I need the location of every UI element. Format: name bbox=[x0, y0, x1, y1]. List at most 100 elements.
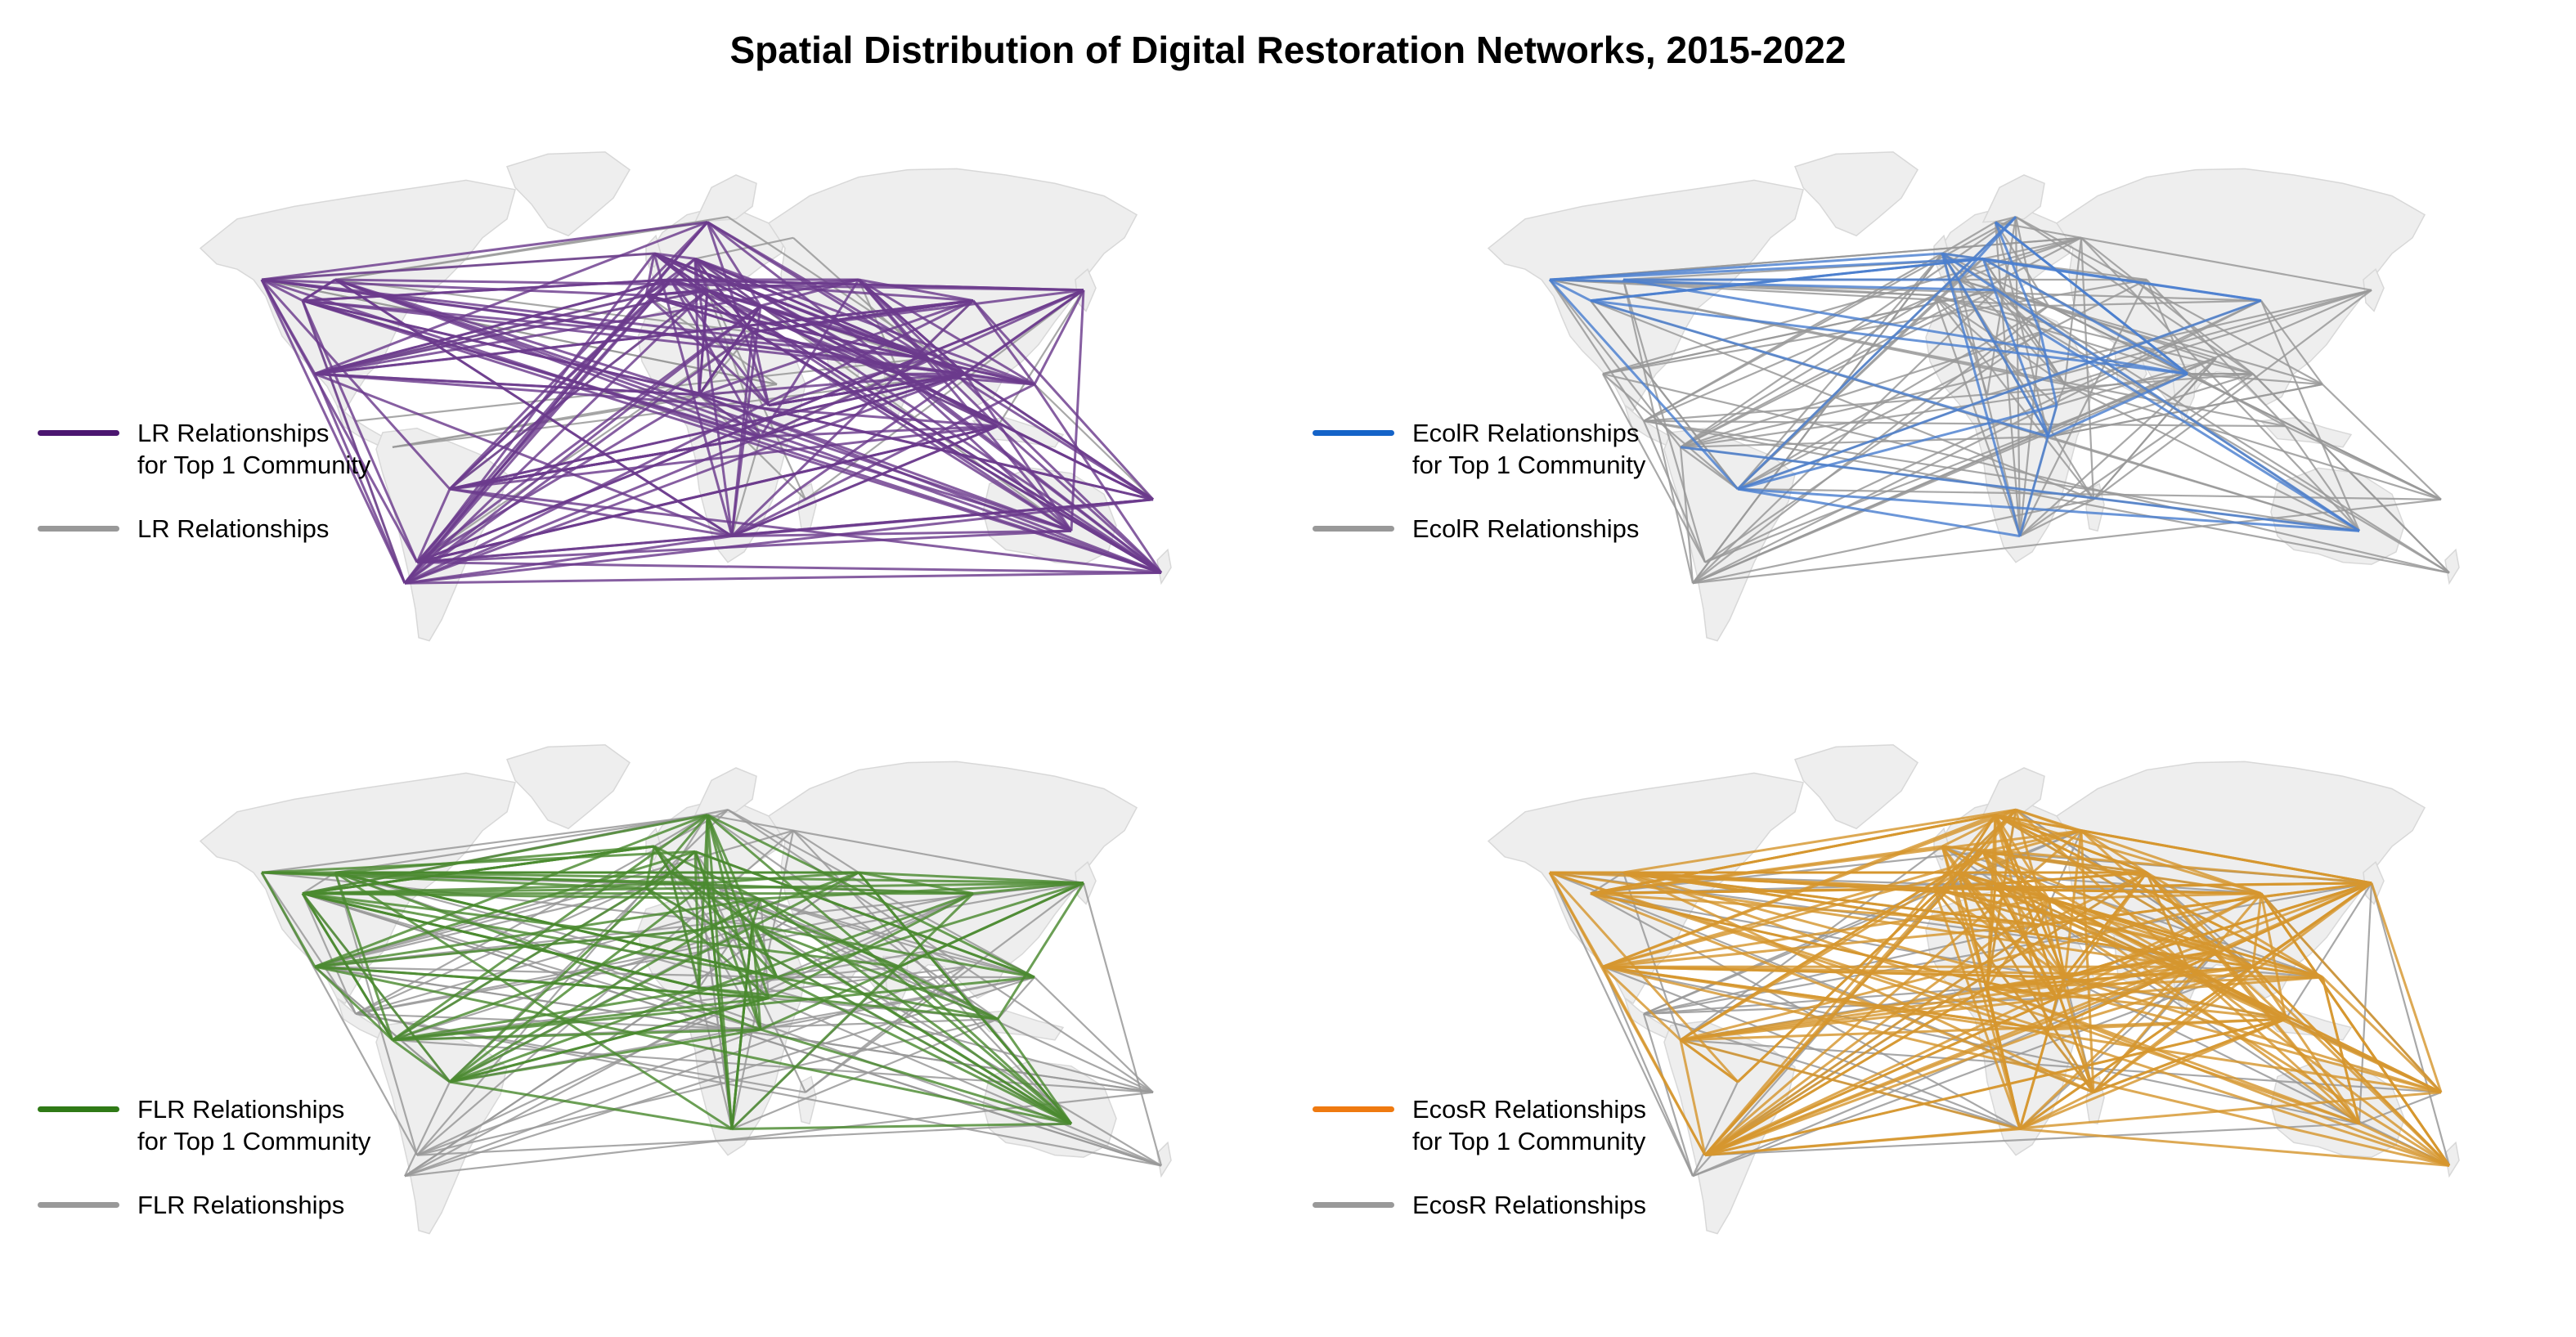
legend-community-swatch bbox=[38, 1106, 119, 1112]
community-relationship-line bbox=[698, 299, 974, 397]
legend-community-line2: for Top 1 Community bbox=[1412, 1127, 1646, 1155]
relationship-line bbox=[1642, 420, 1707, 563]
community-relationship-line bbox=[404, 372, 966, 585]
relationship-line bbox=[792, 829, 859, 873]
community-relationship-line bbox=[260, 278, 451, 491]
community-relationship-line bbox=[2048, 897, 2360, 1125]
relationship-line bbox=[1957, 279, 2022, 536]
community-relationship-line bbox=[314, 221, 708, 375]
community-relationship-line bbox=[1736, 216, 2017, 491]
relationship-line bbox=[2358, 882, 2373, 1124]
relationship-line bbox=[1737, 305, 2049, 490]
relationship-line bbox=[1692, 498, 2442, 585]
relationship-line bbox=[1642, 1013, 1694, 1177]
community-relationship-line bbox=[751, 924, 762, 1030]
community-relationship-line bbox=[260, 279, 419, 563]
relationship-line bbox=[2080, 236, 2254, 375]
relationship-line bbox=[776, 892, 974, 979]
relationship-line bbox=[1704, 373, 2188, 563]
relationship-line bbox=[2252, 373, 2450, 574]
relationship-line bbox=[1692, 966, 2254, 1178]
community-relationship-line bbox=[314, 965, 1072, 1125]
relationship-line bbox=[1602, 966, 2021, 1130]
community-relationship-line bbox=[2015, 808, 2262, 895]
community-relationship-line bbox=[404, 330, 753, 585]
world-map bbox=[199, 151, 1172, 642]
landmass bbox=[1156, 548, 1172, 585]
community-relationship-line bbox=[392, 976, 778, 1042]
community-relationship-line bbox=[1549, 871, 2450, 1167]
relationship-line bbox=[416, 1018, 999, 1156]
relationship-line bbox=[1602, 278, 2147, 375]
relationship-line bbox=[314, 887, 647, 968]
community-relationship-line bbox=[670, 850, 696, 874]
community-relationship-line bbox=[1941, 253, 2022, 536]
legend-community-line2: for Top 1 Community bbox=[1412, 451, 1646, 479]
community-relationship-line bbox=[776, 882, 1084, 979]
legend-community: LR Relationships for Top 1 Community bbox=[38, 417, 370, 481]
community-relationship-line bbox=[392, 997, 770, 1042]
community-relationship-line bbox=[698, 986, 999, 1021]
community-relationship-line bbox=[1957, 216, 2017, 281]
community-relationship-lines bbox=[260, 221, 1163, 585]
community-relationship-line bbox=[1680, 1039, 1739, 1084]
community-relationship-line bbox=[1622, 871, 2323, 979]
community-relationship-line bbox=[1941, 845, 2372, 885]
relationship-line bbox=[1704, 299, 2262, 563]
world-map bbox=[1487, 744, 2460, 1235]
relationship-line bbox=[1982, 236, 2082, 260]
relationship-line bbox=[1549, 278, 2049, 307]
community-relationship-line bbox=[1957, 872, 2022, 1129]
relationship-line bbox=[1679, 446, 1694, 584]
community-relationship-line bbox=[1622, 871, 2360, 1125]
community-relationship-line bbox=[698, 393, 1162, 574]
relationship-line bbox=[334, 814, 708, 874]
landmass bbox=[1981, 174, 2045, 223]
relationship-line bbox=[1680, 446, 1739, 490]
relationship-line bbox=[2080, 237, 2095, 500]
relationship-line bbox=[1692, 1081, 1739, 1177]
community-relationship-line bbox=[731, 1122, 1072, 1131]
community-relationship-line bbox=[416, 289, 1084, 563]
community-relationship-line bbox=[1622, 278, 2188, 375]
community-relationship-line bbox=[1932, 887, 2022, 1130]
community-relationship-line bbox=[964, 372, 1154, 501]
relationship-line bbox=[698, 331, 753, 396]
community-relationship-line bbox=[1602, 965, 2066, 979]
community-relationship-line bbox=[1704, 1017, 2287, 1157]
legend-community-line1: EcosR Relationships bbox=[1412, 1095, 1647, 1124]
community-relationship-line bbox=[1680, 1039, 2021, 1131]
community-relationship-line bbox=[2047, 898, 2067, 978]
community-relationship-line bbox=[2018, 966, 2189, 1130]
community-relationship-line bbox=[1933, 886, 2066, 979]
community-relationship-line bbox=[1680, 965, 2188, 1042]
community-relationship-line bbox=[645, 258, 696, 297]
community-relationship-line bbox=[1680, 892, 2262, 1042]
community-relationship-line bbox=[972, 299, 1155, 500]
relationship-line bbox=[2260, 300, 2361, 532]
relationship-line bbox=[1549, 279, 1645, 422]
community-relationship-line bbox=[1679, 1039, 1707, 1155]
community-relationship-line bbox=[449, 424, 999, 491]
community-relationship-line bbox=[996, 882, 1085, 1021]
community-relationship-line bbox=[334, 278, 1084, 292]
community-relationship-line bbox=[857, 278, 1163, 574]
community-relationship-line bbox=[1941, 252, 2262, 303]
community-relationship-line bbox=[1981, 850, 2058, 999]
community-relationship-line bbox=[899, 372, 1035, 386]
relationship-line bbox=[416, 331, 753, 563]
community-relationship-line bbox=[416, 424, 999, 564]
landmass bbox=[693, 174, 757, 223]
community-relationship-line bbox=[301, 299, 419, 563]
community-relationship-line bbox=[1737, 404, 2058, 491]
relationship-line bbox=[392, 923, 753, 1041]
community-relationship-line bbox=[448, 221, 709, 491]
community-relationship-line bbox=[1549, 278, 1591, 302]
community-relationship-line bbox=[302, 814, 708, 895]
community-relationship-line bbox=[392, 1028, 761, 1042]
community-relationship-line bbox=[752, 923, 999, 1021]
relationship-line bbox=[1680, 330, 2041, 448]
community-relationship-line bbox=[392, 871, 859, 1042]
relationship-line bbox=[404, 1091, 1154, 1178]
community-relationship-line bbox=[2145, 872, 2189, 967]
